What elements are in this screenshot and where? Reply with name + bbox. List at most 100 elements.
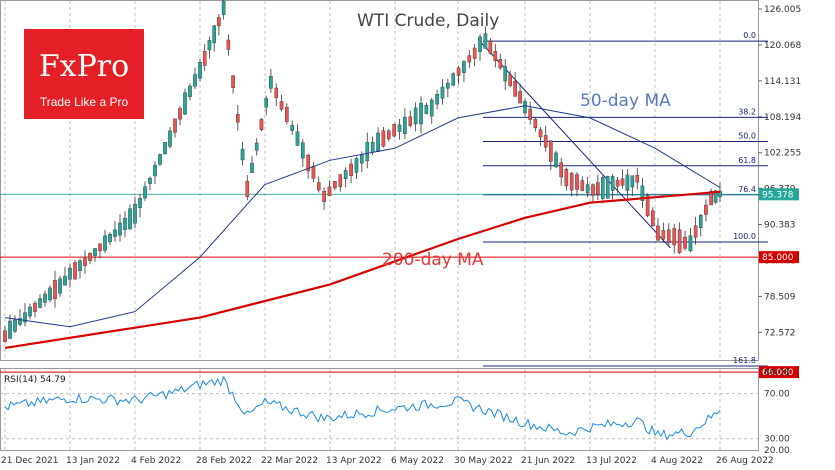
candle-body: [188, 85, 192, 97]
candle-body: [163, 142, 167, 155]
candle-body: [133, 203, 137, 224]
candle-body: [301, 142, 305, 159]
candle-body: [198, 62, 202, 79]
candle-body: [23, 312, 27, 323]
candle-body: [338, 174, 343, 188]
candle-body: [33, 302, 37, 312]
candle-body: [349, 163, 353, 176]
candle-body: [103, 235, 107, 251]
candle-body: [8, 320, 12, 339]
candle-body: [446, 82, 450, 89]
candle-body: [178, 108, 182, 120]
x-tick-label: 22 Mar 2022: [261, 456, 318, 466]
support-price-label: 66.000: [762, 368, 794, 378]
candle-body: [698, 214, 703, 228]
candle-body: [306, 155, 310, 172]
candle-body: [543, 135, 548, 148]
candle-body: [575, 174, 579, 190]
candle-body: [564, 168, 569, 187]
fib-level-label: 50.0: [738, 132, 756, 141]
candle-body: [138, 197, 142, 208]
candle-body: [440, 86, 445, 99]
x-tick-label: 28 Feb 2022: [196, 456, 252, 466]
current-price-tag: [759, 188, 799, 201]
candle-body: [48, 287, 52, 301]
candle-body: [183, 92, 187, 115]
candle-body: [202, 51, 207, 66]
candle-body: [18, 318, 22, 325]
candle-body: [688, 235, 693, 252]
y-tick-label: 78.509: [764, 292, 796, 302]
candle-body: [311, 166, 316, 179]
candle-body: [381, 130, 386, 147]
candle-body: [640, 185, 645, 201]
candle-body: [408, 116, 413, 126]
candle-body: [168, 130, 172, 147]
rsi-y-label: 70.00: [764, 390, 790, 400]
candle-body: [533, 118, 538, 129]
logo-wordmark: FxPro: [38, 49, 130, 84]
candle-body: [38, 298, 42, 308]
ma200-line: [4, 190, 721, 349]
candle-body: [316, 182, 321, 191]
y-tick-label: 126.005: [764, 5, 801, 15]
x-tick-label: 13 Apr 2022: [326, 456, 382, 466]
logo-tagline: Trade Like a Pro: [39, 95, 129, 109]
candle-body: [73, 262, 77, 280]
candle-body: [666, 229, 671, 244]
candle-body: [693, 225, 698, 238]
candle-body: [322, 191, 326, 202]
candle-body: [113, 229, 117, 237]
candle-body: [713, 190, 718, 203]
candle-body: [718, 190, 722, 198]
candle-body: [354, 158, 359, 173]
chart-title: WTI Crude, Daily: [357, 11, 499, 31]
x-tick-label: 4 Feb 2022: [131, 456, 181, 466]
candle-body: [635, 175, 640, 183]
candle-body: [656, 225, 660, 241]
candle-body: [429, 99, 434, 117]
candle-body: [472, 47, 477, 59]
x-tick-label: 26 Aug 2022: [716, 456, 774, 466]
candle-body: [360, 154, 364, 164]
candle-body: [28, 306, 32, 317]
candle-body: [193, 74, 197, 87]
candle-body: [123, 217, 127, 230]
candle-body: [478, 36, 482, 52]
candle-body: [63, 275, 67, 286]
ma200-annotation: 200-day MA: [382, 250, 484, 270]
rsi-line: [4, 375, 721, 441]
ma50-annotation: 50-day MA: [580, 91, 671, 111]
candle-body: [403, 116, 407, 134]
candle-body: [610, 176, 615, 191]
candle-body: [493, 51, 498, 61]
fib-level-label: 38.2: [738, 107, 756, 116]
candle-body: [554, 152, 558, 168]
candle-body: [683, 236, 687, 249]
candle-body: [386, 130, 391, 140]
candle-body: [250, 162, 254, 173]
candle-body: [456, 67, 461, 76]
candle-body: [704, 204, 708, 215]
candle-body: [3, 330, 7, 342]
candle-body: [269, 75, 273, 89]
candle-body: [615, 179, 620, 187]
candle-body: [591, 184, 595, 196]
candle-body: [467, 55, 472, 63]
candle-body: [709, 191, 713, 206]
candle-body: [435, 94, 439, 105]
candle-body: [625, 174, 630, 191]
rsi-y-label: 30.00: [764, 435, 790, 445]
rsi-y-label: 89.08: [764, 368, 790, 378]
candle-body: [620, 178, 625, 186]
x-tick-label: 13 Jan 2022: [66, 456, 120, 466]
candle-body: [158, 154, 162, 165]
y-tick-label: 90.383: [764, 221, 796, 231]
candle-body: [672, 228, 677, 246]
candle-body: [580, 180, 585, 191]
y-tick-label: 114.131: [764, 77, 801, 87]
x-tick-label: 21 Jun 2022: [521, 456, 575, 466]
ma50-line: [4, 105, 721, 328]
candle-body: [153, 164, 157, 177]
